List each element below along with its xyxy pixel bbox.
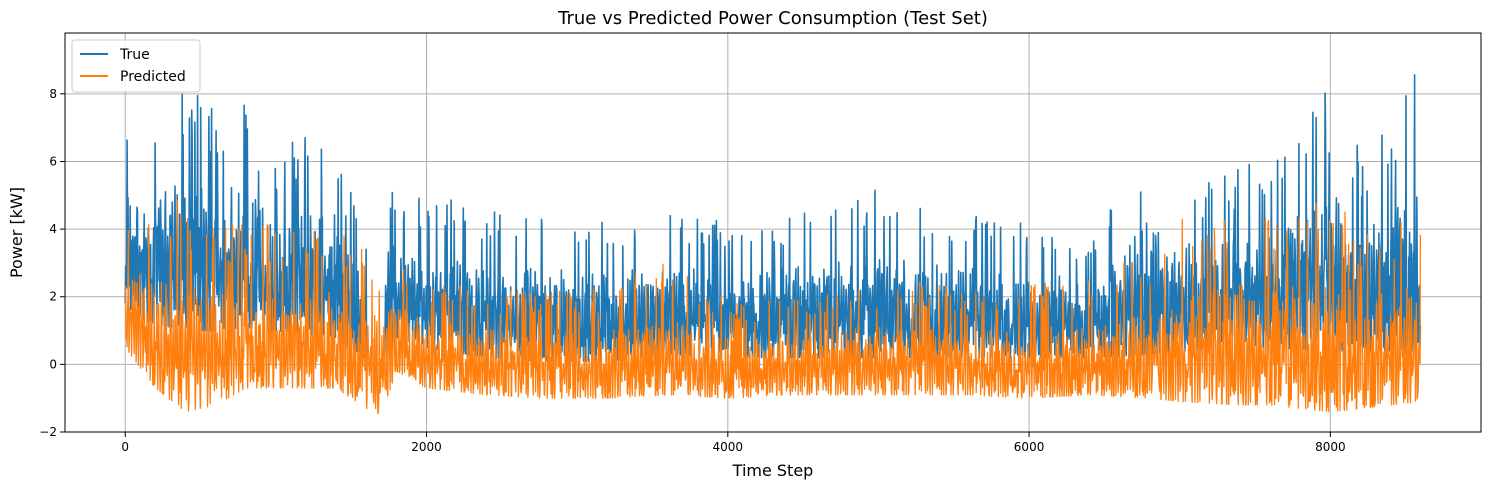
x-ticks: 0 2000 4000 6000 8000 (121, 432, 1346, 454)
y-tick-label: 4 (49, 222, 57, 236)
chart-title: True vs Predicted Power Consumption (Tes… (557, 8, 988, 29)
y-tick-label: 6 (49, 154, 57, 168)
x-tick-label: 8000 (1315, 440, 1346, 454)
y-tick-label: −2 (39, 425, 57, 439)
series-line-predicted (124, 199, 1422, 415)
y-tick-label: 0 (49, 357, 57, 371)
legend-label-true: True (119, 47, 150, 63)
x-axis-label: Time Step (732, 461, 814, 480)
x-tick-label: 2000 (411, 440, 442, 454)
x-tick-label: 6000 (1014, 440, 1045, 454)
plot-frame (64, 32, 1482, 433)
y-tick-label: 8 (49, 87, 57, 101)
y-axis-label: Power [kW] (7, 187, 26, 278)
series-lines (124, 74, 1422, 415)
x-tick-label: 0 (121, 440, 129, 454)
y-tick-label: 2 (49, 290, 57, 304)
x-tick-label: 4000 (713, 440, 744, 454)
y-ticks: −2 0 2 4 6 8 (39, 87, 65, 439)
legend: True Predicted (71, 39, 201, 93)
legend-label-predicted: Predicted (120, 69, 186, 85)
